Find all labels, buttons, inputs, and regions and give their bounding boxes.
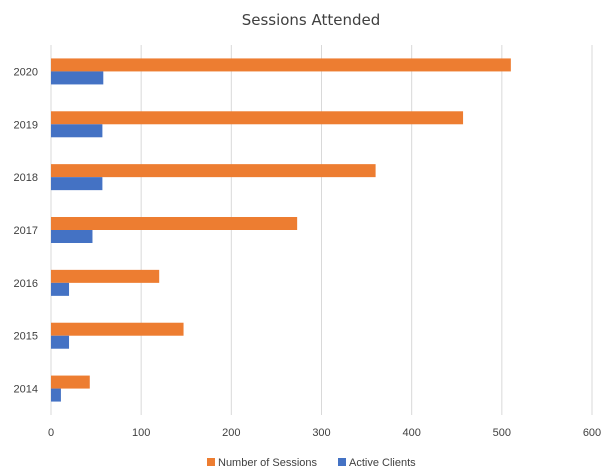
y-tick-label: 2017 (14, 225, 38, 237)
y-tick-label: 2014 (14, 384, 38, 396)
y-tick-label: 2015 (14, 331, 38, 343)
legend-swatch (338, 458, 346, 466)
y-tick-label: 2020 (14, 66, 38, 78)
bar-number-of-sessions-2018 (51, 164, 376, 178)
legend-label: Active Clients (349, 457, 416, 469)
x-tick-label: 600 (583, 427, 601, 439)
x-tick-label: 500 (493, 427, 511, 439)
legend-swatch (207, 458, 215, 466)
legend: Number of Sessions Active Clients (207, 457, 416, 469)
x-tick-label: 100 (132, 427, 150, 439)
bar-active-clients-2014 (51, 388, 61, 402)
y-axis-ticks: 2020 2019 2018 2017 2016 2015 2014 (14, 66, 38, 395)
legend-label: Number of Sessions (218, 457, 318, 469)
x-tick-label: 400 (402, 427, 420, 439)
chart-title: Sessions Attended (242, 11, 381, 29)
bar-active-clients-2019 (51, 124, 103, 138)
bar-number-of-sessions-2017 (51, 217, 298, 230)
y-tick-label: 2018 (14, 172, 38, 184)
bar-number-of-sessions-2019 (51, 111, 464, 125)
x-tick-label: 300 (312, 427, 330, 439)
bar-active-clients-2018 (51, 177, 103, 191)
y-tick-label: 2019 (14, 119, 38, 131)
bar-number-of-sessions-2015 (51, 322, 184, 336)
bar-active-clients-2015 (51, 335, 70, 349)
bar-active-clients-2016 (51, 282, 70, 296)
bar-active-clients-2020 (51, 71, 104, 85)
x-tick-label: 0 (48, 427, 54, 439)
bar-number-of-sessions-2014 (51, 375, 90, 389)
bar-number-of-sessions-2016 (51, 269, 160, 283)
y-tick-label: 2016 (14, 278, 38, 290)
bar-active-clients-2017 (51, 230, 93, 243)
x-tick-label: 200 (222, 427, 240, 439)
bars (51, 58, 511, 402)
x-axis-ticks: 0 100 200 300 400 500 600 (48, 427, 601, 439)
bar-number-of-sessions-2020 (51, 58, 511, 72)
